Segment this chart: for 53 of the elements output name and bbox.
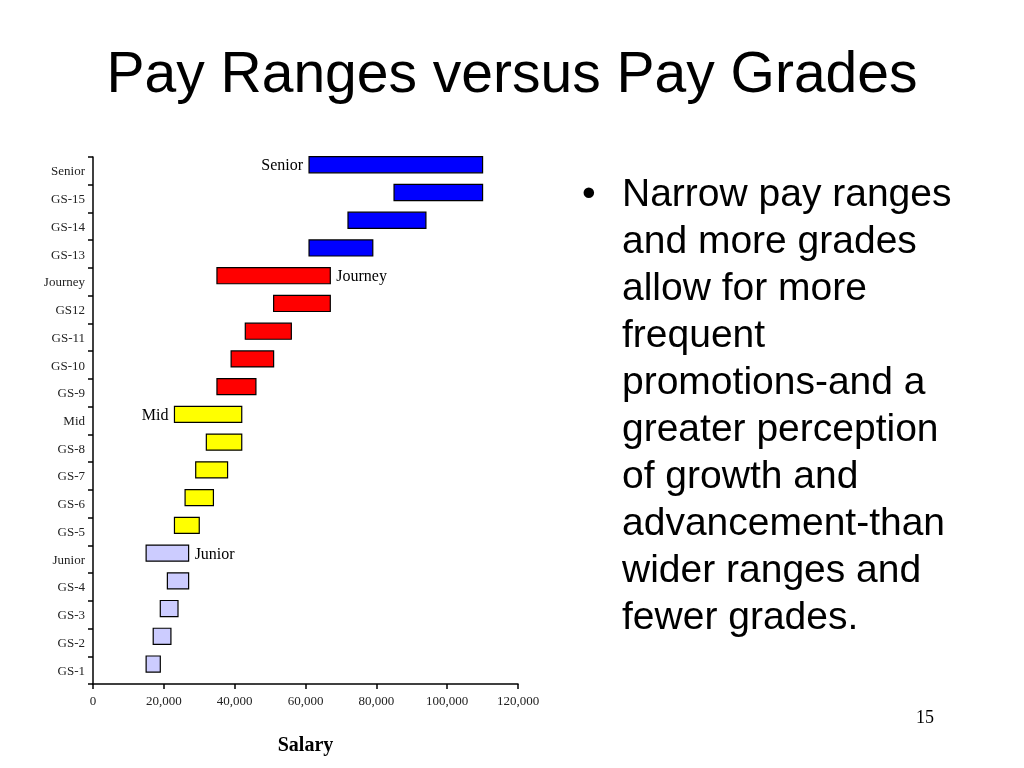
bar	[205, 433, 243, 451]
bar	[173, 405, 243, 424]
x-tick-label: 120,000	[496, 693, 540, 708]
bar	[273, 294, 331, 313]
x-tick-label: 60,000	[287, 693, 324, 708]
bar	[216, 378, 257, 396]
y-tick-label: GS-10	[51, 357, 85, 373]
bar	[216, 267, 331, 285]
bar	[244, 322, 292, 340]
chart-title: Pay Ranges versus Pay Grades	[105, 39, 919, 105]
bar	[308, 156, 484, 174]
y-tick-label: GS-8	[57, 440, 85, 456]
x-tick-label: 40,000	[216, 693, 253, 708]
y-tick-label: GS-14	[51, 218, 86, 234]
y-tick-label: Journey	[43, 274, 86, 290]
y-tick-label: GS-4	[57, 579, 86, 595]
y-tick-label: GS-1	[57, 662, 85, 678]
y-tick-label: Senior	[51, 163, 86, 179]
x-axis-title: Salary	[277, 733, 334, 756]
bar	[308, 239, 374, 257]
text: 15	[915, 707, 935, 728]
x-tick-label: 0	[89, 693, 97, 708]
y-tick-label: GS-3	[57, 607, 85, 623]
x-tick-label: 20,000	[145, 693, 182, 708]
x-tick-label: 80,000	[358, 693, 395, 708]
y-tick-label: Junior	[52, 551, 86, 567]
y-tick-label: GS12	[55, 302, 85, 318]
bar	[152, 627, 172, 645]
y-tick-label: Mid	[63, 413, 86, 428]
annotation: Junior	[194, 544, 236, 562]
y-tick-label: GS-15	[51, 191, 85, 207]
bar	[195, 461, 229, 479]
bar	[166, 572, 190, 590]
y-tick-label: GS-13	[51, 246, 85, 262]
annotation: Journey	[336, 267, 387, 286]
annotation: Mid	[141, 405, 169, 423]
y-tick-label: GS-2	[57, 634, 85, 650]
bar	[145, 655, 161, 673]
annotation: Senior	[261, 156, 304, 174]
bar	[145, 544, 190, 562]
y-tick-label: GS-11	[51, 329, 85, 345]
y-tick-label: GS-6	[57, 496, 86, 512]
bar	[347, 211, 427, 229]
bar	[230, 350, 275, 368]
y-tick-label: GS-5	[57, 523, 85, 539]
bar	[159, 599, 179, 618]
y-tick-label: GS-7	[57, 468, 86, 484]
bar	[173, 516, 200, 534]
text: • Narrow pay ranges and more grades allow for more frequent promotions-and a greater perception of growth and advancement-than wider ranges and fewer grades.	[582, 171, 952, 637]
y-tick-label: GS-9	[57, 385, 85, 401]
bar	[184, 488, 215, 507]
bar	[393, 183, 484, 202]
x-tick-label: 100,000	[426, 693, 469, 708]
